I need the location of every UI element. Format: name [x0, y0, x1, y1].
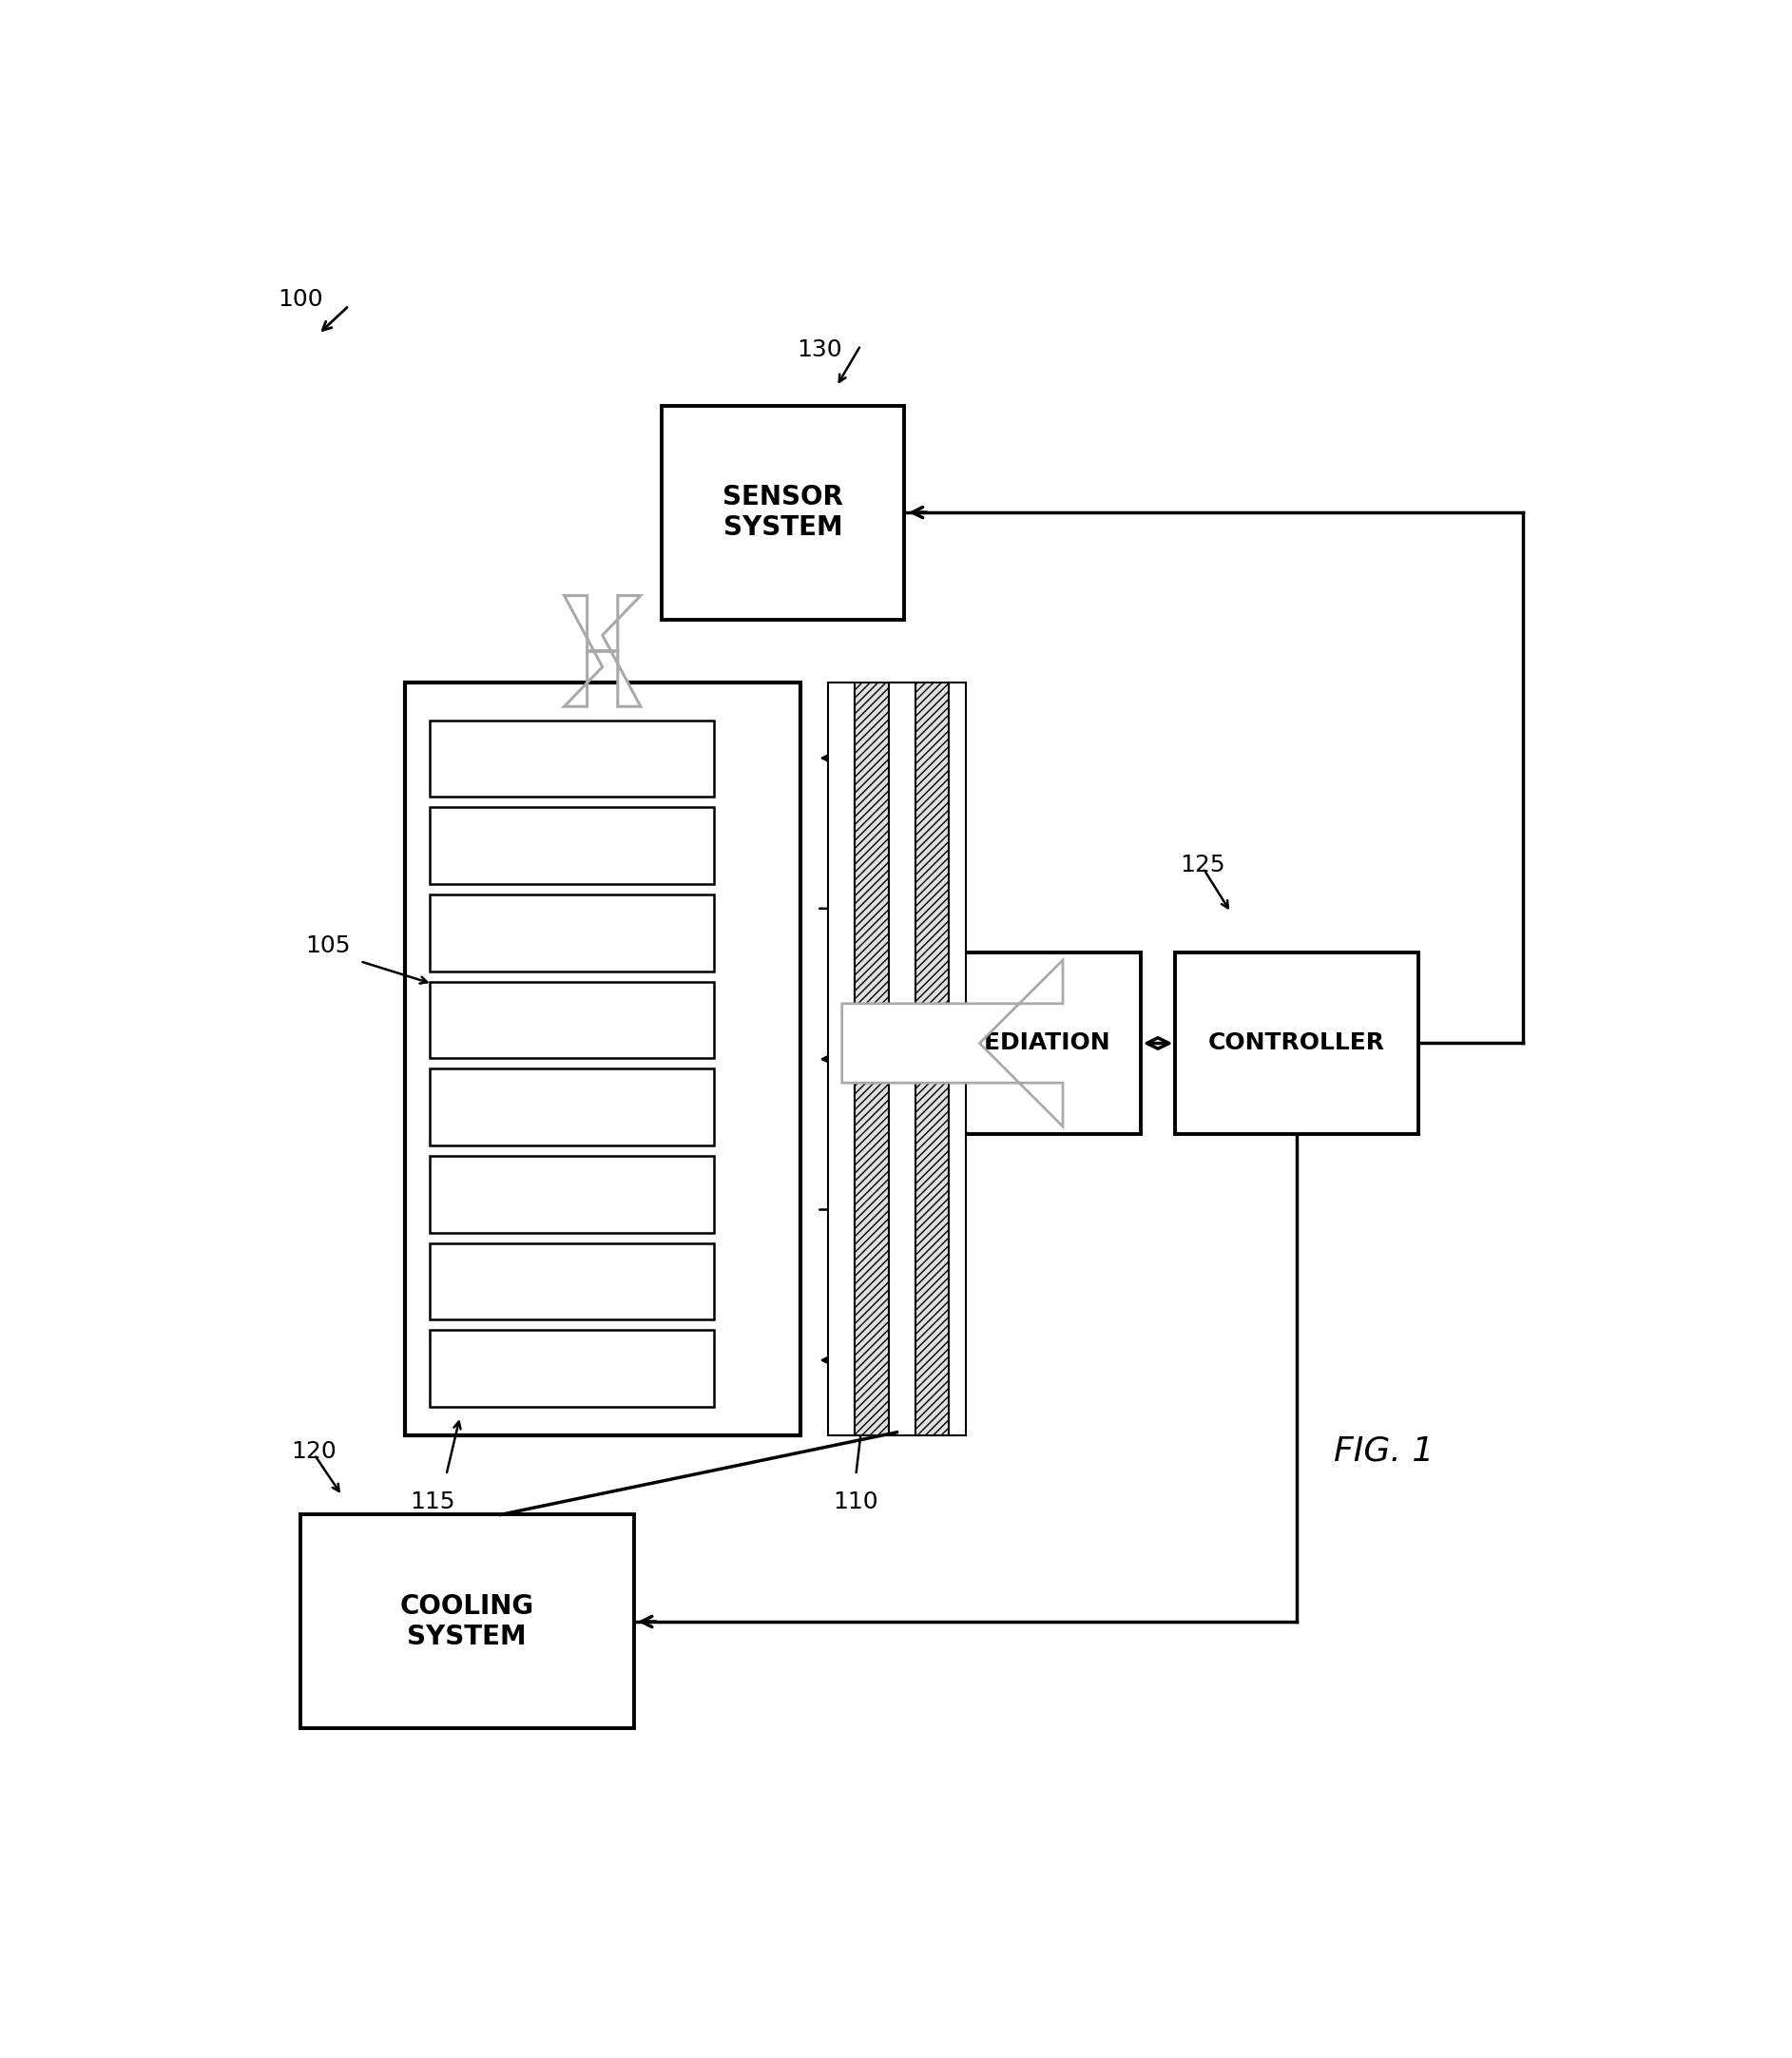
Bar — [1176, 953, 1419, 1134]
Bar — [916, 683, 948, 1436]
Bar — [430, 895, 715, 971]
Text: 100: 100 — [278, 288, 323, 311]
Text: SENSOR
SYSTEM: SENSOR SYSTEM — [722, 484, 844, 541]
Bar — [430, 1068, 715, 1146]
Bar — [430, 720, 715, 796]
Text: 110: 110 — [833, 1490, 878, 1513]
Bar — [948, 683, 966, 1436]
Bar — [855, 683, 889, 1436]
Bar — [661, 405, 905, 619]
Bar — [430, 982, 715, 1058]
Bar — [430, 1329, 715, 1408]
Bar — [301, 1515, 634, 1729]
Text: 105: 105 — [306, 934, 351, 957]
Text: 125: 125 — [1181, 854, 1226, 877]
Text: FIG. 1: FIG. 1 — [1333, 1434, 1434, 1467]
Text: 135: 135 — [903, 854, 948, 877]
Bar — [430, 1243, 715, 1319]
Bar — [898, 953, 1140, 1134]
Text: 115: 115 — [410, 1490, 455, 1513]
Bar — [889, 683, 916, 1436]
Bar — [405, 683, 801, 1436]
Bar — [430, 807, 715, 885]
Bar — [828, 683, 855, 1436]
Text: CONTROLLER: CONTROLLER — [1208, 1031, 1385, 1054]
Text: 120: 120 — [292, 1441, 337, 1463]
Text: 130: 130 — [797, 340, 842, 362]
Text: REMEDIATION: REMEDIATION — [926, 1031, 1111, 1054]
Bar — [430, 1157, 715, 1233]
Text: COOLING
SYSTEM: COOLING SYSTEM — [400, 1593, 534, 1651]
Polygon shape — [842, 959, 1063, 1126]
Polygon shape — [564, 595, 642, 706]
